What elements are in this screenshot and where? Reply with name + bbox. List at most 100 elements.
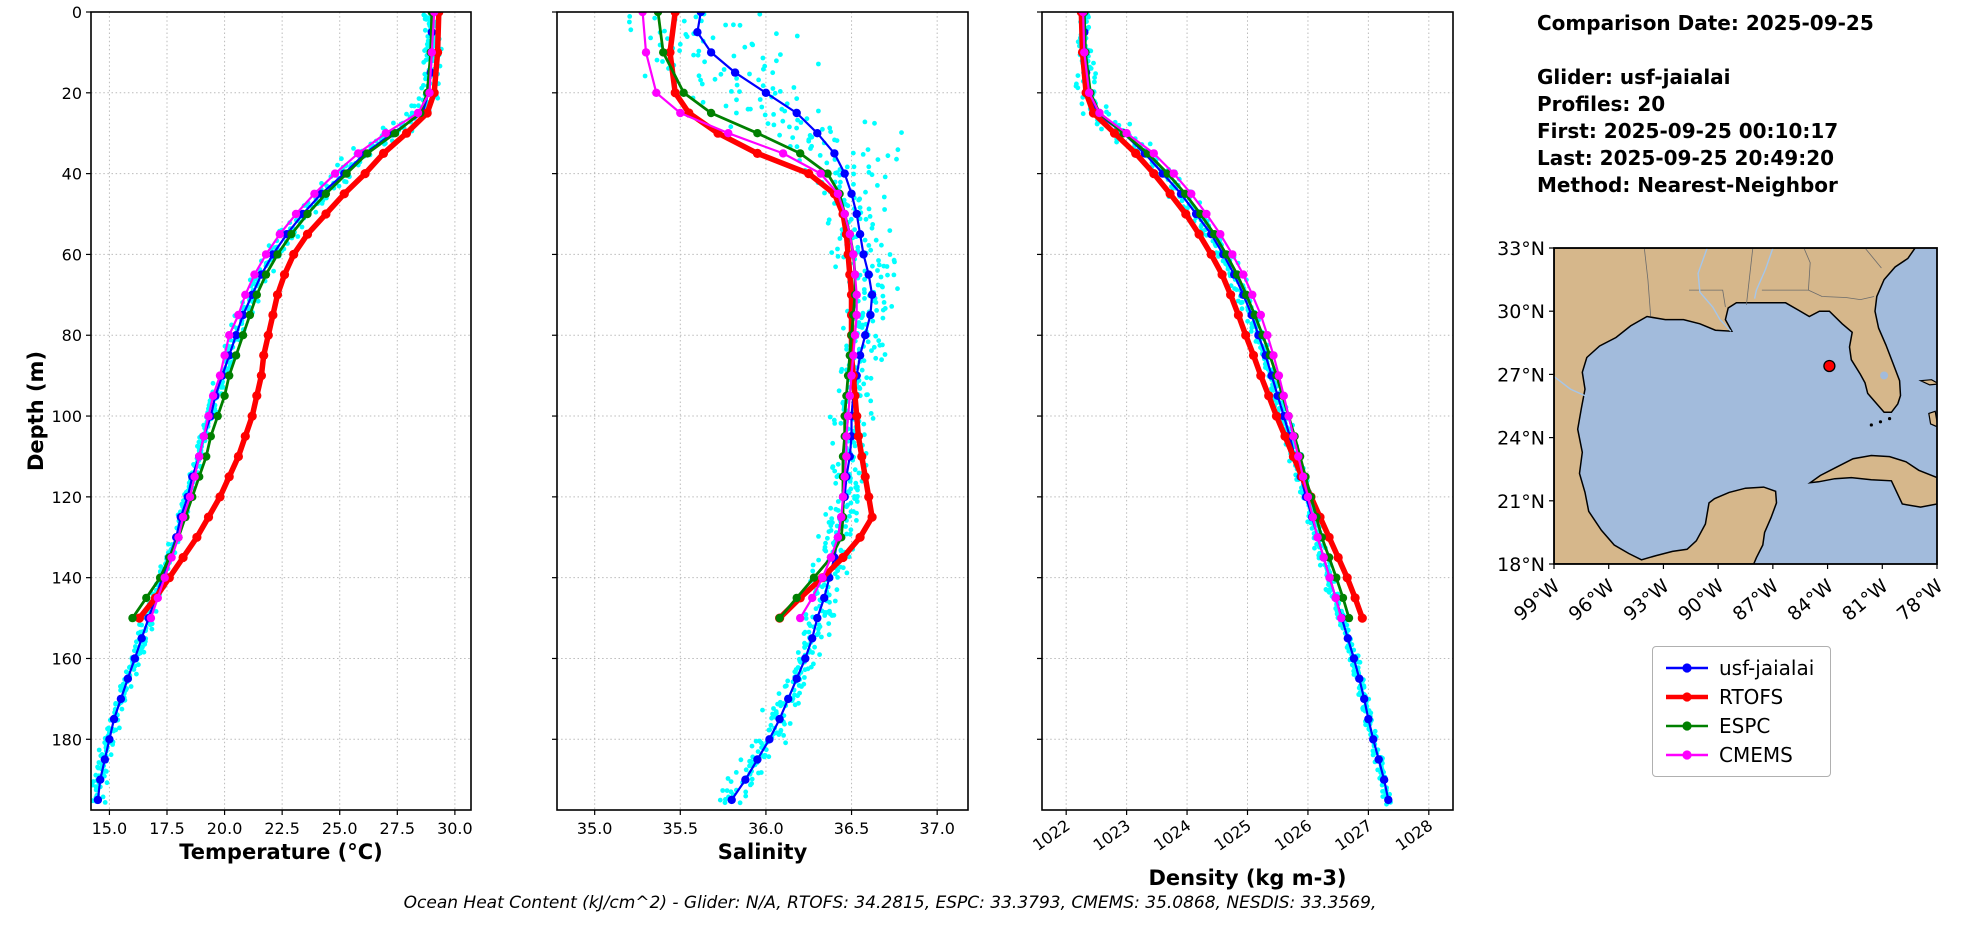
depth-tick-label: 0: [72, 3, 82, 22]
state-border: [1864, 248, 1882, 269]
glider-location-marker: [1823, 359, 1836, 373]
x-tick-label: 1023: [1090, 816, 1134, 855]
series-CMEMS: [146, 12, 439, 623]
legend-item-cmems: CMEMS: [1664, 743, 1814, 767]
depth-tick-label: 60: [62, 245, 82, 264]
florida-keys: [1878, 420, 1883, 424]
map-lat-label: 27°N: [1497, 364, 1545, 386]
glider-raw-scatter: [91, 12, 444, 805]
info-spacer: [1537, 37, 1874, 64]
map-lat-label: 24°N: [1497, 428, 1545, 450]
map-lat-label: 33°N: [1497, 240, 1545, 260]
land-north-america: [1554, 248, 1917, 564]
depth-axis-label: Depth (m): [24, 350, 48, 472]
legend-label: RTOFS: [1719, 685, 1784, 709]
profile-panel-1: 35.0 35.5 36.0 36.5 37.0: [552, 11, 969, 838]
gulf-of-mexico-map: 33°N 30°N 27°N 24°N 21°N 18°N99°W 96°W 93°W 90°W…: [1497, 240, 1947, 626]
glider-raw-scatter: [1073, 12, 1393, 807]
series-RTOFS: [665, 12, 877, 623]
lake-okeechobee: [1880, 371, 1889, 380]
x-tick-label: 1027: [1331, 816, 1375, 855]
plot-frame: [90, 11, 472, 811]
map-lat-label: 21°N: [1497, 491, 1545, 513]
map-lon-label: 93°W: [1619, 575, 1673, 626]
x-tick-label: 37.0: [919, 819, 955, 838]
depth-tick-label: 40: [62, 165, 82, 184]
river: [1697, 248, 1732, 332]
depth-tick-label: 20: [62, 84, 82, 103]
map-lon-label: 78°W: [1893, 575, 1947, 626]
land-bahamas: [1918, 379, 1937, 386]
first-profile-time: First: 2025-09-25 00:10:17: [1537, 119, 1839, 143]
comparison-method: Method: Nearest-Neighbor: [1537, 173, 1838, 197]
x-tick-label: 20.0: [207, 819, 243, 838]
state-border: [1746, 248, 1754, 305]
x-tick-label: 1028: [1392, 816, 1436, 855]
x-tick-label: 35.5: [662, 819, 698, 838]
depth-tick-label: 80: [62, 326, 82, 345]
map-lon-label: 81°W: [1838, 575, 1892, 626]
last-profile-time: Last: 2025-09-25 20:49:20: [1537, 146, 1835, 170]
river: [1554, 375, 1588, 398]
info-block: Comparison Date: 2025-09-25 Glider: usf-…: [1537, 10, 1874, 199]
x-tick-label: 1024: [1150, 816, 1194, 855]
legend-line-marker-icon: [1666, 692, 1708, 702]
profile-panel-0: 15.0 17.5 20.0 22.5 25.0 27.5 30.0 0 20 40 60 80 100…: [51, 3, 472, 838]
profile-panel-2: 1022 1023 1024 1025 1026 1027 1028: [1029, 11, 1454, 855]
legend-item-espc: ESPC: [1664, 714, 1814, 738]
florida-keys: [1887, 417, 1892, 421]
series-CMEMS: [638, 12, 861, 623]
x-tick-label: 35.0: [577, 819, 613, 838]
map-frame: [1553, 247, 1938, 565]
x-tick-label: 15.0: [92, 819, 128, 838]
depth-tick-label: 120: [51, 488, 82, 507]
state-border: [1643, 248, 1652, 317]
x-tick-label: 30.0: [437, 819, 473, 838]
map-lon-label: 99°W: [1510, 575, 1564, 626]
legend-line-marker-icon: [1666, 750, 1708, 760]
legend-line-marker-icon: [1666, 721, 1708, 731]
legend-item-usf-jaialai: usf-jaialai: [1664, 656, 1814, 680]
map-lon-label: 96°W: [1565, 575, 1619, 626]
x-tick-label: 1025: [1211, 816, 1255, 855]
map-lon-label: 90°W: [1674, 575, 1728, 626]
depth-tick-label: 140: [51, 569, 82, 588]
x-tick-label: 17.5: [149, 819, 185, 838]
series-RTOFS: [134, 12, 444, 623]
salinity-axis-label: Salinity: [717, 840, 808, 864]
legend: usf-jaialai RTOFS ESPC CMEMS: [1652, 646, 1832, 777]
legend-label: CMEMS: [1719, 743, 1793, 767]
x-tick-label: 36.5: [834, 819, 870, 838]
map-lat-label: 18°N: [1497, 554, 1545, 576]
legend-label: ESPC: [1719, 714, 1771, 738]
x-tick-label: 1022: [1029, 816, 1073, 855]
legend-item-rtofs: RTOFS: [1664, 685, 1814, 709]
x-tick-label: 22.5: [264, 819, 300, 838]
land-bahamas: [1928, 410, 1937, 428]
temperature-axis-label: Temperature (°C): [179, 840, 383, 864]
profile-plots: 15.0 17.5 20.0 22.5 25.0 27.5 30.0 0 20 40 60 80 100…: [51, 3, 1454, 855]
depth-tick-label: 100: [51, 407, 82, 426]
x-tick-label: 36.0: [748, 819, 784, 838]
state-border: [1808, 289, 1875, 301]
map-lon-label: 87°W: [1729, 575, 1783, 626]
ohc-caption: Ocean Heat Content (kJ/cm^2) - Glider: N…: [403, 893, 1377, 913]
glider-name: Glider: usf-jaialai: [1537, 65, 1731, 89]
depth-tick-label: 160: [51, 649, 82, 668]
legend-line-marker-icon: [1666, 663, 1708, 673]
density-axis-label: Density (kg m-3): [1148, 866, 1347, 890]
plot-frame: [1041, 11, 1454, 811]
x-tick-label: 27.5: [379, 819, 415, 838]
series-ESPC: [128, 12, 436, 623]
series-RTOFS: [1076, 12, 1367, 623]
river: [1753, 248, 1774, 299]
x-tick-label: 25.0: [322, 819, 358, 838]
comparison-date: Comparison Date: 2025-09-25: [1537, 11, 1874, 35]
profiles-count: Profiles: 20: [1537, 92, 1666, 116]
map-lat-label: 30°N: [1497, 301, 1545, 323]
map-lon-label: 84°W: [1783, 575, 1837, 626]
florida-keys: [1869, 423, 1873, 427]
series-CMEMS: [1078, 12, 1346, 623]
state-border: [1803, 248, 1811, 291]
